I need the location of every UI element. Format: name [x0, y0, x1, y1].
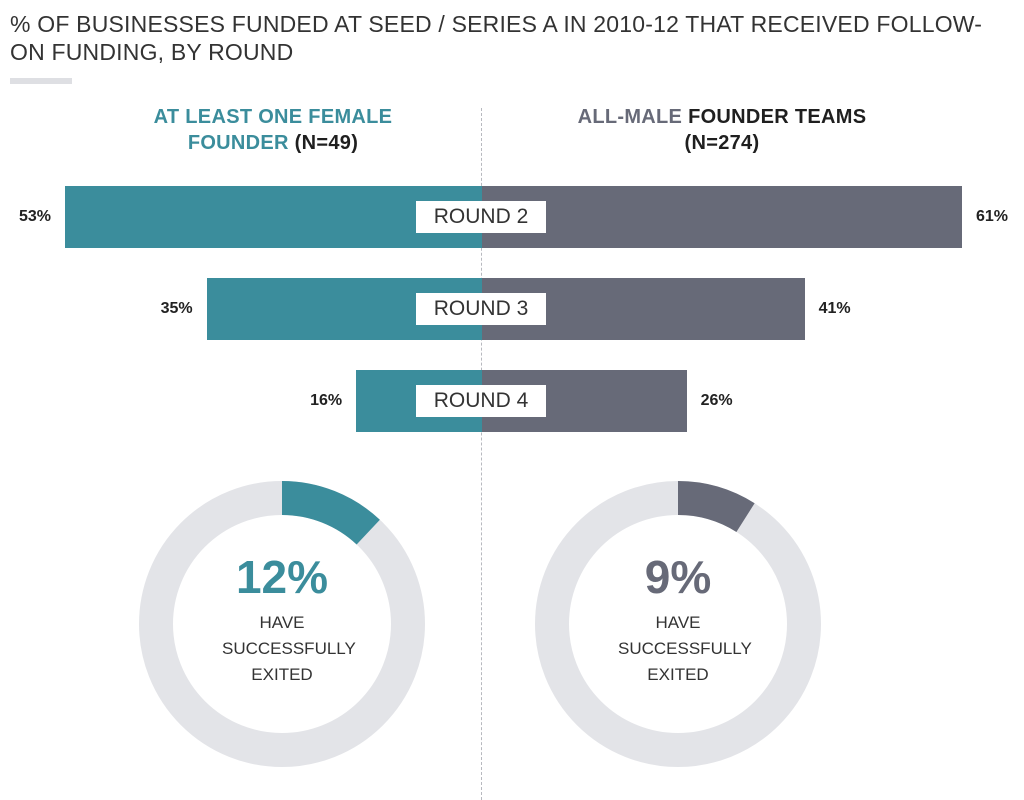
male-value-label: 26% [700, 392, 733, 409]
female-heading-main: AT LEAST ONE FEMALE FOUNDER [153, 106, 393, 154]
title-underline [10, 78, 72, 84]
female-donut-arc [281, 481, 380, 545]
round-label: ROUND 3 [416, 293, 546, 325]
female-value-label: 16% [310, 392, 343, 409]
male-donut-arc [677, 481, 755, 533]
female-heading: AT LEAST ONE FEMALE FOUNDER (N=49) [123, 104, 423, 156]
male-heading: ALL-MALE FOUNDER TEAMS (N=274) [572, 104, 872, 156]
male-bar [482, 186, 962, 248]
chart-title: % OF BUSINESSES FUNDED AT SEED / SERIES … [10, 11, 983, 65]
female-exit-caption: HAVE SUCCESSFULLY EXITED [222, 613, 356, 684]
male-heading-main: ALL-MALE [577, 106, 683, 128]
male-value-label: 41% [818, 300, 851, 317]
male-exit-caption: HAVE SUCCESSFULLY EXITED [618, 613, 752, 684]
female-value-label: 53% [18, 208, 51, 225]
round-label: ROUND 2 [416, 201, 546, 233]
female-heading-count: (N=49) [294, 132, 359, 154]
round-label: ROUND 4 [416, 385, 546, 417]
center-divider [481, 108, 482, 800]
female-donut-text: 12% HAVE SUCCESSFULLY EXITED [182, 548, 382, 688]
male-value-label: 61% [975, 208, 1008, 225]
male-exit-donut [535, 481, 821, 767]
female-exit-percent: 12% [235, 551, 329, 603]
female-value-label: 35% [160, 300, 193, 317]
female-bar [65, 186, 482, 248]
male-heading-rest: FOUNDER TEAMS (N=274) [684, 106, 867, 154]
male-exit-percent: 9% [644, 551, 712, 603]
male-donut-text: 9% HAVE SUCCESSFULLY EXITED [578, 548, 778, 688]
female-exit-donut [139, 481, 425, 767]
